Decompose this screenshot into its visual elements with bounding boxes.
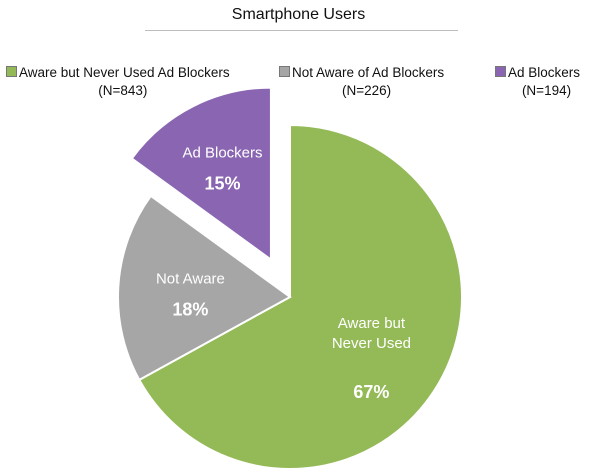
slice-percent-not-aware: 18% — [172, 300, 208, 320]
legend-item-not-aware: Not Aware of Ad Blockers (N=226) — [279, 64, 444, 100]
legend-swatch-not-aware — [279, 66, 290, 77]
pie-slice-aware — [137, 123, 463, 470]
legend-n-not-aware: (N=226) — [341, 83, 392, 98]
legend-n-aware: (N=843) — [98, 83, 148, 98]
slice-percent-ad-blockers: 15% — [205, 174, 241, 194]
slice-label-aware: Never Used — [332, 335, 411, 352]
title-divider — [145, 30, 458, 31]
legend-item-aware: Aware but Never Used Ad Blockers (N=843) — [6, 64, 230, 100]
slice-label-not-aware: Not Aware — [156, 271, 225, 288]
pie-slice-ad-blockers — [130, 86, 272, 262]
pie-slice-not-aware — [117, 194, 292, 382]
legend-label-ad-blockers: Ad Blockers — [508, 65, 581, 80]
slice-percent-aware: 67% — [353, 382, 389, 402]
legend-n-ad-blockers: (N=194) — [521, 83, 572, 98]
slice-label-ad-blockers: Ad Blockers — [182, 145, 262, 162]
legend-label-aware: Aware but Never Used Ad Blockers — [19, 65, 230, 80]
legend-item-ad-blockers: Ad Blockers (N=194) — [495, 64, 580, 100]
legend-swatch-ad-blockers — [495, 66, 506, 77]
chart-title: Smartphone Users — [231, 6, 366, 23]
legend-swatch-aware — [6, 66, 17, 77]
legend-label-not-aware: Not Aware of Ad Blockers — [292, 65, 445, 80]
slice-label-aware: Aware but — [338, 315, 406, 332]
